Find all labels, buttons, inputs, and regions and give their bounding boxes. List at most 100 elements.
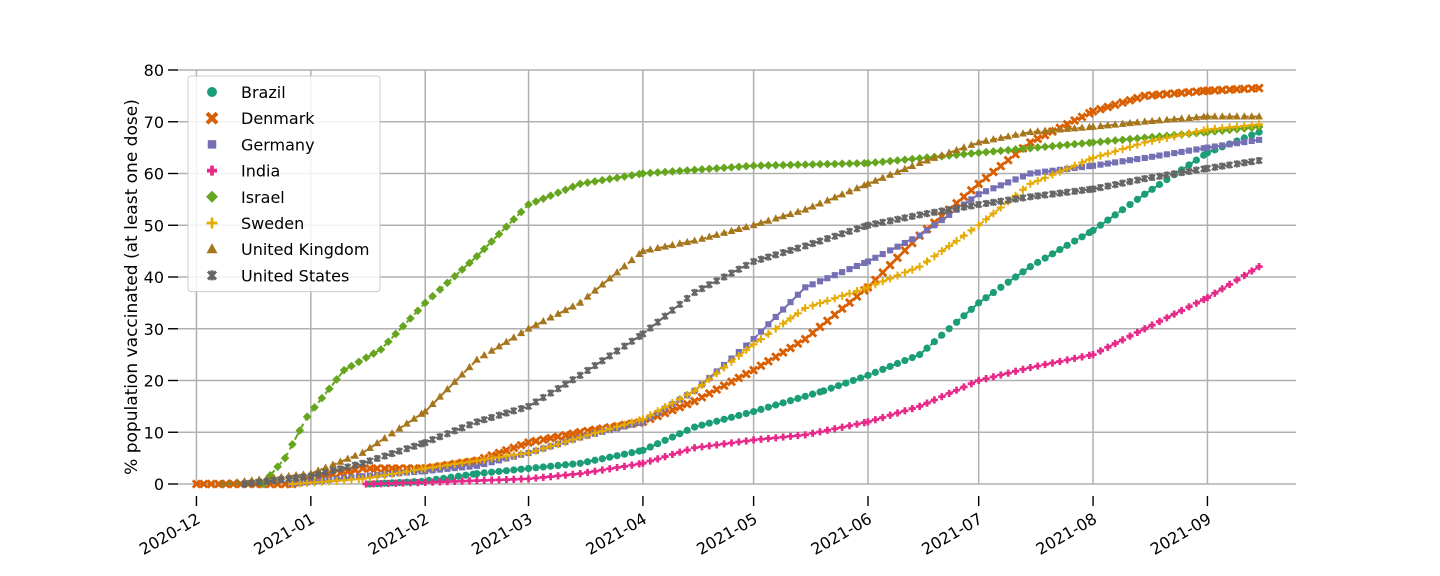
data-point bbox=[690, 386, 699, 395]
data-point bbox=[1089, 122, 1098, 130]
data-point bbox=[719, 163, 729, 173]
data-point bbox=[823, 159, 832, 169]
data-point bbox=[996, 133, 1005, 141]
data-point bbox=[763, 356, 773, 366]
data-point bbox=[682, 166, 692, 175]
data-point bbox=[561, 471, 570, 479]
data-point bbox=[1162, 133, 1171, 142]
data-point bbox=[878, 173, 887, 181]
data-point bbox=[380, 434, 389, 442]
data-point bbox=[1177, 88, 1187, 98]
y-tick-label: 60 bbox=[144, 165, 164, 184]
data-point bbox=[719, 381, 729, 391]
data-point bbox=[1125, 134, 1135, 144]
data-point bbox=[1118, 145, 1127, 154]
data-point bbox=[191, 479, 202, 489]
data-point bbox=[517, 404, 525, 413]
data-point bbox=[1255, 263, 1263, 271]
data-point bbox=[668, 399, 677, 408]
data-point bbox=[1096, 121, 1105, 130]
data-point bbox=[1018, 129, 1027, 137]
data-point bbox=[1027, 170, 1034, 177]
data-point bbox=[1248, 137, 1255, 145]
data-point bbox=[727, 357, 736, 366]
data-point bbox=[487, 413, 496, 422]
data-point bbox=[945, 325, 953, 333]
data-point bbox=[553, 432, 563, 442]
data-point bbox=[613, 268, 622, 276]
data-point bbox=[838, 291, 847, 300]
data-point bbox=[554, 472, 562, 480]
x-tick-label: 2021-04 bbox=[583, 509, 650, 559]
data-point bbox=[1034, 362, 1042, 370]
data-point bbox=[668, 433, 677, 441]
data-point bbox=[1248, 131, 1256, 139]
data-point bbox=[901, 356, 909, 365]
data-point bbox=[893, 409, 902, 417]
data-point bbox=[384, 479, 392, 488]
data-point bbox=[878, 267, 888, 278]
legend-item: Brazil bbox=[207, 83, 286, 102]
data-point bbox=[886, 362, 894, 371]
data-point bbox=[1026, 127, 1035, 135]
data-point bbox=[853, 262, 860, 270]
data-point bbox=[321, 463, 330, 471]
data-point bbox=[302, 412, 312, 422]
data-point bbox=[1078, 186, 1086, 195]
data-point bbox=[372, 463, 382, 474]
x-tick-label: 2021-05 bbox=[693, 509, 760, 559]
data-point bbox=[1126, 177, 1134, 186]
data-point bbox=[568, 302, 577, 310]
data-point bbox=[871, 368, 879, 376]
data-point bbox=[380, 452, 389, 460]
data-point bbox=[778, 347, 788, 358]
data-point bbox=[660, 167, 670, 177]
data-point bbox=[495, 342, 503, 350]
data-point bbox=[893, 156, 902, 165]
data-point bbox=[1134, 156, 1141, 163]
data-point bbox=[794, 291, 801, 298]
data-point bbox=[480, 351, 489, 359]
data-point bbox=[1185, 147, 1193, 154]
data-point bbox=[853, 225, 861, 233]
data-point bbox=[1170, 170, 1178, 178]
data-point bbox=[1233, 160, 1241, 168]
data-point bbox=[893, 215, 902, 223]
data-point bbox=[1133, 328, 1141, 337]
data-point bbox=[885, 260, 895, 270]
data-point bbox=[981, 147, 991, 157]
data-point bbox=[377, 480, 385, 488]
data-point bbox=[1126, 142, 1134, 151]
data-point bbox=[653, 168, 662, 177]
data-point bbox=[675, 239, 684, 247]
data-point bbox=[834, 382, 843, 390]
data-point bbox=[590, 286, 599, 294]
data-point bbox=[1247, 83, 1257, 94]
data-point bbox=[886, 217, 894, 225]
data-point bbox=[996, 161, 1006, 171]
data-point bbox=[742, 261, 750, 269]
data-point bbox=[1240, 271, 1248, 280]
data-point bbox=[344, 463, 352, 471]
data-point bbox=[815, 322, 825, 332]
data-point bbox=[1210, 112, 1219, 120]
data-point bbox=[450, 271, 460, 281]
data-point bbox=[1026, 143, 1035, 153]
data-point bbox=[1192, 113, 1201, 121]
data-point bbox=[1247, 112, 1256, 120]
data-point bbox=[554, 309, 563, 317]
data-point bbox=[1003, 145, 1013, 155]
data-point bbox=[860, 284, 869, 293]
y-tick-label: 20 bbox=[144, 372, 164, 391]
data-point bbox=[1248, 267, 1256, 275]
data-point bbox=[713, 277, 721, 285]
data-point bbox=[1141, 154, 1148, 162]
data-point bbox=[638, 415, 647, 424]
data-point bbox=[697, 381, 706, 389]
data-point bbox=[303, 478, 312, 487]
data-point bbox=[779, 319, 788, 328]
data-point bbox=[1255, 156, 1263, 165]
data-point bbox=[373, 472, 382, 481]
data-point bbox=[255, 478, 263, 486]
data-point bbox=[1040, 142, 1050, 152]
